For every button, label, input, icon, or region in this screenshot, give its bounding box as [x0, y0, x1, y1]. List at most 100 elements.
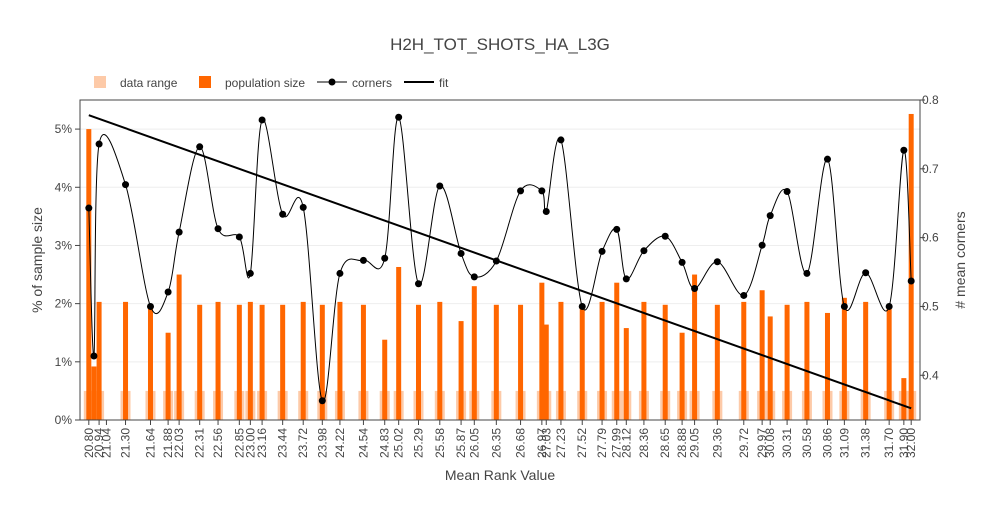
- corner-point: [122, 181, 130, 189]
- population-bar: [579, 304, 585, 420]
- population-bar: [176, 274, 182, 420]
- population-bar: [437, 301, 443, 420]
- x-tick-label: 26.05: [467, 428, 481, 458]
- x-tick-label: 27.23: [554, 428, 568, 458]
- population-bar: [415, 304, 421, 420]
- population-bar: [215, 301, 221, 420]
- x-tick-label: 26.97: [535, 428, 549, 458]
- corner-point: [492, 257, 500, 265]
- corner-point: [258, 116, 266, 124]
- population-bar: [539, 282, 545, 420]
- corner-point: [359, 256, 367, 264]
- y-tick-label: 1%: [55, 355, 73, 369]
- x-tick-label: 23.16: [255, 428, 269, 458]
- corner-point: [146, 302, 154, 310]
- corner-point: [691, 285, 699, 293]
- y-tick-label: 2%: [55, 297, 73, 311]
- x-tick-label: 24.22: [333, 428, 347, 458]
- corner-point: [175, 228, 183, 236]
- population-bar: [623, 328, 629, 420]
- y2-axis-title: # mean corners: [952, 211, 968, 308]
- corner-points: [85, 113, 915, 405]
- population-bar: [841, 297, 847, 420]
- y-tick-label: 3%: [55, 238, 73, 252]
- population-bar: [123, 301, 129, 420]
- x-tick-label: 30.86: [820, 428, 834, 458]
- x-tick-label: 31.70: [882, 428, 896, 458]
- x-tick-label: 26.68: [514, 428, 528, 458]
- x-tick-label: 25.58: [433, 428, 447, 458]
- corner-point: [538, 187, 546, 195]
- x-tick-label: 23.98: [315, 428, 329, 458]
- x-tick-label: 29.05: [688, 428, 702, 458]
- x-tick-label: 20.94: [92, 428, 106, 458]
- x-tick-label: 27.99: [610, 428, 624, 458]
- corner-point: [907, 277, 915, 285]
- chart-title: H2H_TOT_SHOTS_HA_L3G: [390, 35, 610, 54]
- x-tick-label: 30.08: [763, 428, 777, 458]
- corner-point: [900, 146, 908, 154]
- x-tick-label: 29.36: [710, 428, 724, 458]
- population-bars: [86, 113, 914, 421]
- x-tick-label: 31.38: [859, 428, 873, 458]
- population-bar: [280, 304, 286, 420]
- corner-point: [598, 247, 606, 255]
- corner-point: [95, 140, 103, 148]
- y-tick-label: 4%: [55, 180, 73, 194]
- population-bar: [558, 301, 564, 420]
- y-axis-ticks: 0% 1% 2% 3% 4% 5%: [55, 122, 80, 427]
- y2-tick-label: 0.7: [922, 162, 939, 176]
- population-bar: [259, 304, 265, 420]
- population-bar: [458, 321, 464, 420]
- x-tick-label: 30.58: [800, 428, 814, 458]
- corner-point: [613, 225, 621, 233]
- corner-point: [840, 302, 848, 310]
- population-bar: [236, 304, 242, 420]
- line-series: [88, 114, 912, 410]
- population-bar: [599, 301, 605, 420]
- x-tick-label: 28.88: [675, 428, 689, 458]
- population-bar: [165, 332, 171, 420]
- legend-swatch-corners-marker: [328, 78, 336, 86]
- x-tick-label: 25.29: [411, 428, 425, 458]
- legend-label-data-range: data range: [120, 76, 178, 90]
- x-tick-label: 22.56: [211, 428, 225, 458]
- population-bar: [784, 304, 790, 420]
- population-bar: [382, 339, 388, 420]
- fit-line: [88, 114, 912, 410]
- x-tick-label: 23.72: [296, 428, 310, 458]
- x-tick-label: 21.04: [99, 428, 113, 458]
- population-bar: [901, 378, 907, 420]
- corner-point: [457, 249, 465, 257]
- population-bar: [396, 266, 402, 420]
- x-tick-label: 31.09: [837, 428, 851, 458]
- x-tick-label: 30.31: [780, 428, 794, 458]
- corner-point: [164, 288, 172, 296]
- y2-axis-ticks: 0.4 0.5 0.6 0.7 0.8: [920, 93, 939, 382]
- population-bar: [247, 301, 253, 420]
- data-range-bars: [83, 390, 917, 420]
- y2-tick-label: 0.6: [922, 231, 939, 245]
- corner-point: [196, 143, 204, 151]
- x-tick-label: 21.64: [143, 428, 157, 458]
- population-bar: [319, 304, 325, 420]
- corner-point: [517, 187, 525, 195]
- corner-point: [414, 280, 422, 288]
- plot-frame: [79, 99, 921, 421]
- corner-point: [661, 232, 669, 240]
- x-tick-label: 25.87: [454, 428, 468, 458]
- x-tick-label: 27.79: [595, 428, 609, 458]
- x-tick-label: 21.88: [161, 428, 175, 458]
- corner-point: [823, 155, 831, 163]
- population-bar: [679, 332, 685, 420]
- x-tick-label: 24.83: [378, 428, 392, 458]
- legend-swatch-data-range: [94, 76, 106, 88]
- population-bar: [471, 286, 477, 420]
- legend-swatch-population: [199, 76, 211, 88]
- corner-point: [803, 269, 811, 277]
- x-tick-label: 20.80: [82, 428, 96, 458]
- corner-point: [678, 258, 686, 266]
- x-tick-label: 22.31: [193, 428, 207, 458]
